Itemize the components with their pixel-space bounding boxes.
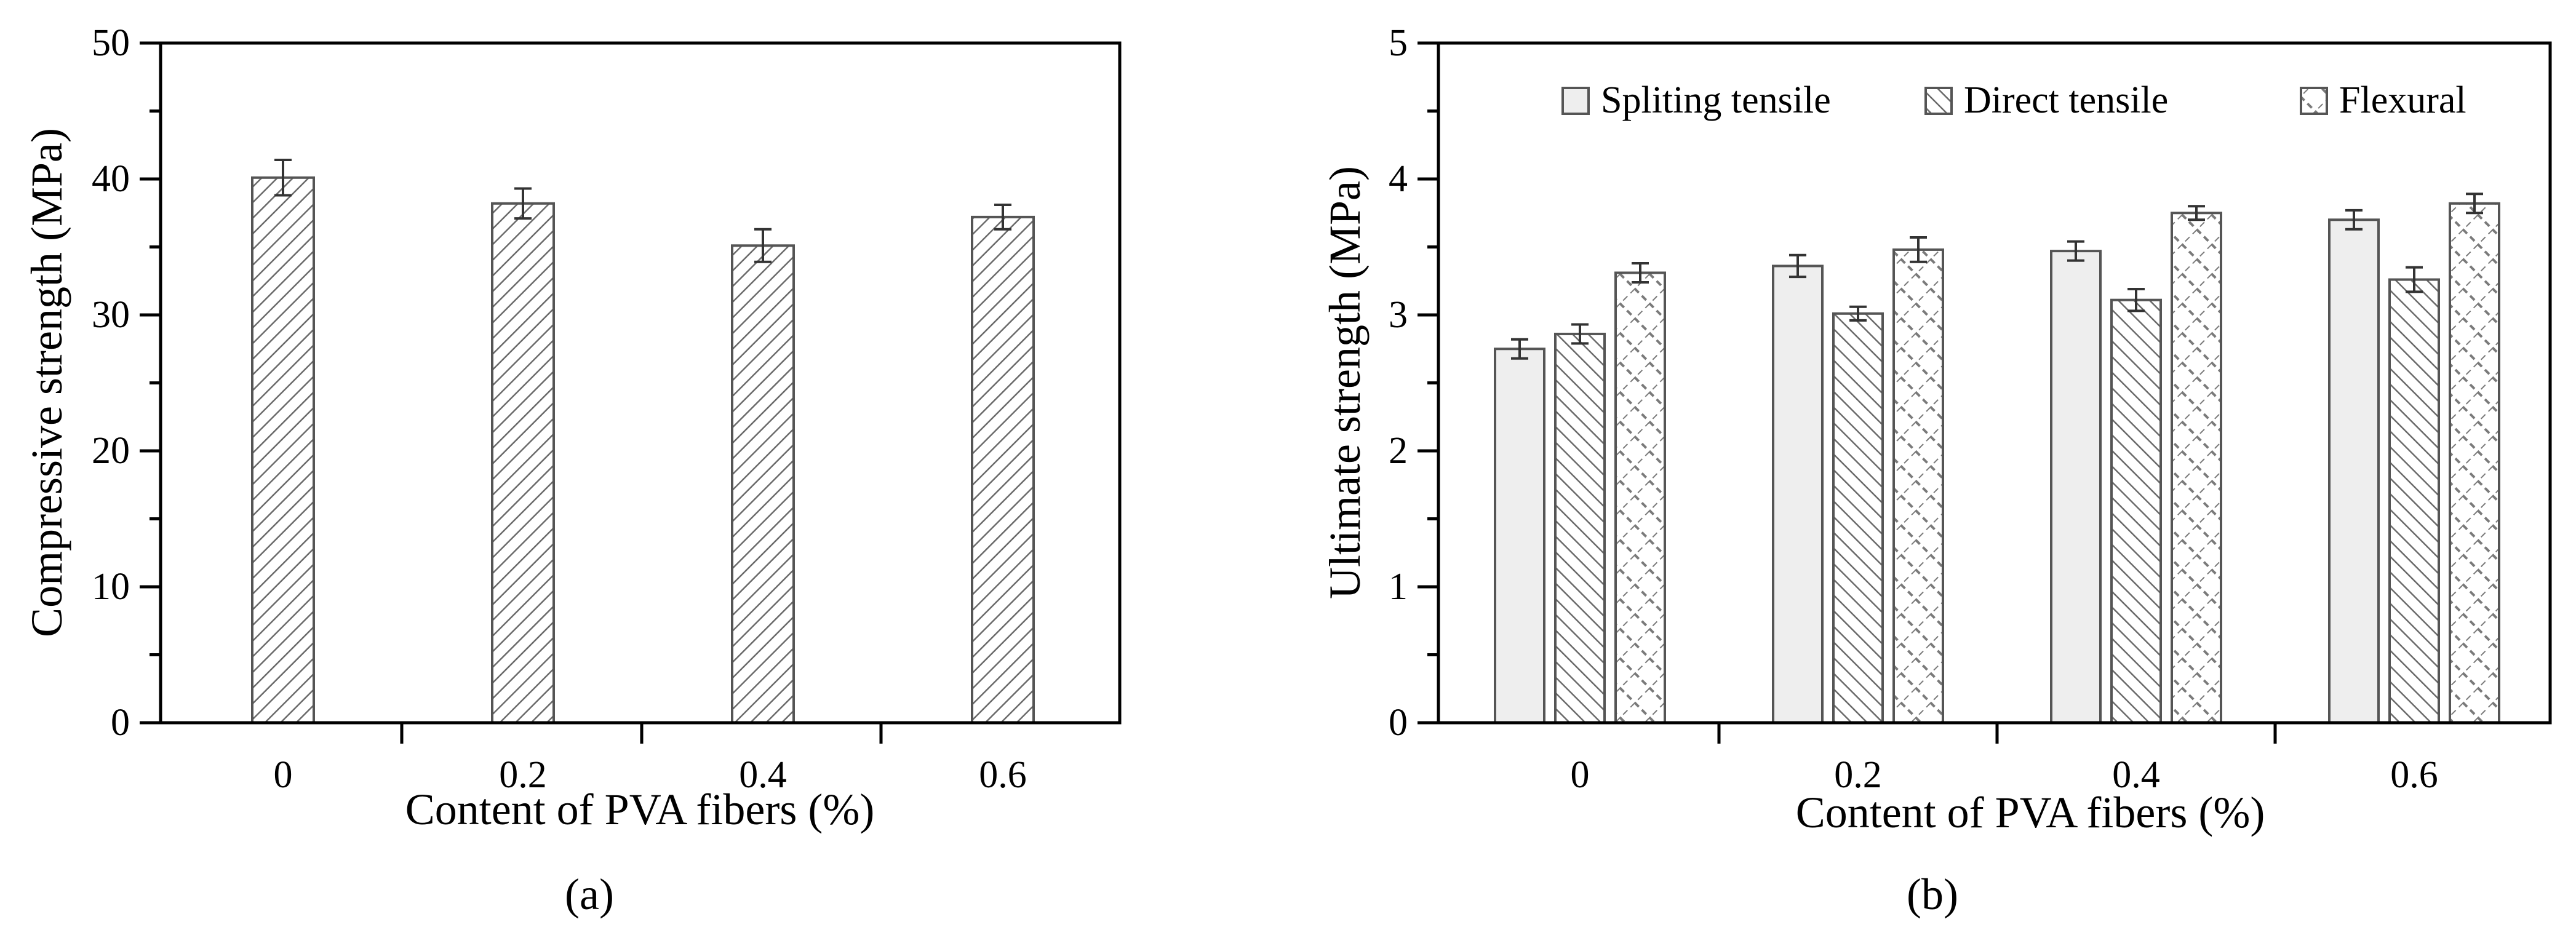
y-tick-label: 5 [1389, 22, 1408, 64]
legend-item-flexural: Flexural [2300, 79, 2466, 121]
y-tick-label: 50 [92, 22, 130, 64]
x-tick-label: 0.2 [1834, 754, 1882, 796]
bar-compressive-strength-0.4 [731, 244, 795, 725]
error-bar [1910, 236, 1927, 263]
legend-item-spliting-tensile: Spliting tensile [1561, 79, 1831, 121]
legend-swatch [1561, 87, 1590, 115]
y-tick-label: 0 [1389, 702, 1408, 744]
y-tick-label: 40 [92, 158, 130, 200]
error-bar [2127, 288, 2145, 312]
x-tick-label: 0 [1571, 754, 1590, 796]
y-tick-label: 0 [111, 702, 130, 744]
x-tick-label: 0.2 [499, 754, 547, 796]
bar-direct-tensile-0.6 [2388, 278, 2440, 725]
y-axis-label: Ultimate strength (MPa) [1320, 166, 1370, 599]
legend-label: Direct tensile [1964, 79, 2168, 121]
y-tick-label: 1 [1389, 566, 1408, 608]
error-bar [1511, 338, 1528, 360]
panel-a: 0 10 20 30 40 50 0 0.2 0.4 0.6 Compressive stren… [22, 22, 1122, 919]
error-bar [2188, 205, 2205, 221]
bar-compressive-strength-0.2 [491, 202, 555, 724]
x-tick-label: 0.4 [739, 754, 787, 796]
x-tick-label: 0.6 [979, 754, 1027, 796]
legend-item-direct-tensile: Direct tensile [1924, 79, 2168, 121]
error-bar [1632, 262, 1649, 284]
bar-compressive-strength-0.6 [971, 215, 1035, 724]
legend-swatch [1924, 87, 1953, 115]
error-bar [1571, 323, 1589, 345]
x-axis-label: Content of PVA fibers (%) [405, 785, 875, 834]
error-bar [754, 228, 772, 263]
error-bar [1789, 253, 1806, 279]
bar-direct-tensile-0.4 [2110, 298, 2162, 724]
y-axis-label: Compressive strength (MPa) [22, 128, 71, 637]
x-axis-label: Content of PVA fibers (%) [1796, 788, 2265, 837]
bar-flexural-0.2 [1892, 248, 1944, 725]
bar-direct-tensile-0 [1554, 332, 1606, 724]
error-bar [514, 187, 532, 220]
bar-flexural-0.6 [2449, 202, 2500, 724]
y-tick-label: 10 [92, 566, 130, 608]
bar-direct-tensile-0.2 [1832, 312, 1884, 725]
legend: Spliting tensile Direct tensile Flexural [1561, 79, 2466, 121]
bar-flexural-0.4 [2171, 212, 2222, 724]
y-tick-label: 30 [92, 294, 130, 336]
y-tick-label: 2 [1389, 430, 1408, 472]
bar-flexural-0 [1614, 271, 1666, 724]
error-bar [274, 159, 292, 197]
panel-label-a: (a) [565, 870, 614, 919]
bar-spliting-tensile-0.6 [2328, 218, 2380, 724]
error-bar [2345, 209, 2363, 231]
panel-label-b: (b) [1907, 870, 1958, 919]
error-bar [2067, 240, 2084, 262]
y-tick-label: 4 [1389, 158, 1408, 200]
error-bar [2466, 193, 2483, 215]
legend-swatch [2300, 87, 2328, 115]
legend-label: Spliting tensile [1601, 79, 1831, 121]
bar-compressive-strength-0 [251, 176, 315, 725]
bar-spliting-tensile-0 [1494, 348, 1545, 724]
error-bar [2406, 266, 2423, 293]
error-bar [994, 203, 1011, 231]
bar-spliting-tensile-0.2 [1772, 264, 1824, 724]
bar-spliting-tensile-0.4 [2050, 250, 2102, 724]
error-bar [1849, 305, 1867, 322]
legend-label: Flexural [2339, 79, 2466, 121]
x-tick-label: 0.6 [2390, 754, 2438, 796]
x-tick-label: 0.4 [2112, 754, 2160, 796]
y-tick-label: 20 [92, 430, 130, 472]
panel-b: 0 1 2 3 4 5 0 0.2 0.4 0.6 Ultimate strength (MPa… [1320, 22, 2552, 919]
x-tick-label: 0 [274, 754, 293, 796]
y-tick-label: 3 [1389, 294, 1408, 336]
